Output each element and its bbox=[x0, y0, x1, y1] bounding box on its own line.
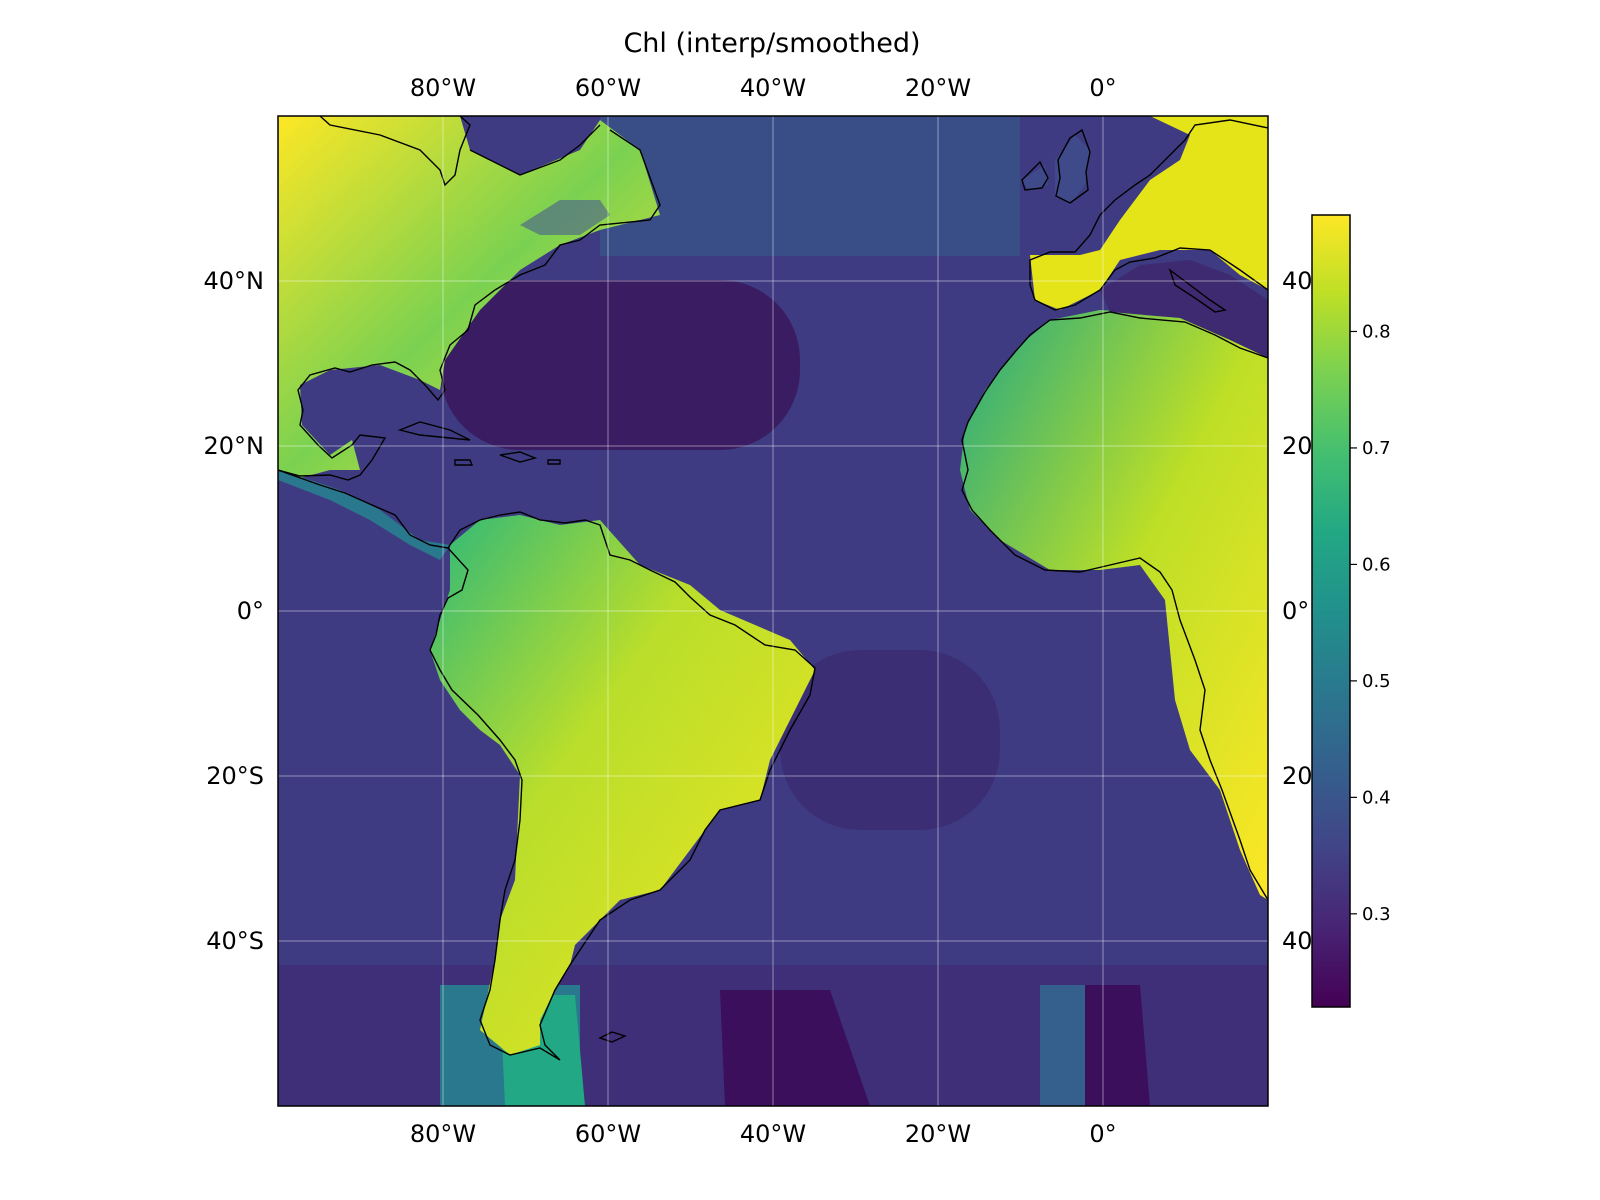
colorbar-tick-label: 0.4 bbox=[1362, 787, 1391, 808]
mediterranean-sea bbox=[1100, 260, 1268, 358]
coastline-caribbean bbox=[397, 421, 561, 466]
colorbar-tick-label: 0.3 bbox=[1362, 904, 1391, 925]
south-america-land bbox=[430, 515, 815, 1055]
right-lat-label: 40 bbox=[1282, 927, 1313, 955]
bottom-lon-label: 80°W bbox=[410, 1120, 476, 1148]
right-lat-label: 20 bbox=[1282, 432, 1313, 460]
colorbar-tick-label: 0.5 bbox=[1362, 671, 1391, 692]
right-lat-label: 40 bbox=[1282, 267, 1313, 295]
colorbar-tick-label: 0.7 bbox=[1362, 438, 1391, 459]
coastline-south-america bbox=[429, 511, 816, 1061]
southern-ocean-dark-1 bbox=[720, 990, 870, 1106]
central-america-land bbox=[278, 470, 450, 560]
left-lat-label: 0° bbox=[237, 597, 264, 625]
top-lon-label: 40°W bbox=[740, 74, 806, 102]
map-axes bbox=[278, 116, 1268, 1106]
bottom-lon-label: 60°W bbox=[575, 1120, 641, 1148]
europe-land bbox=[1030, 116, 1268, 310]
bottom-lon-label: 0° bbox=[1089, 1120, 1116, 1148]
british-isles bbox=[1022, 135, 1090, 205]
top-lon-label: 0° bbox=[1089, 74, 1116, 102]
southern-ocean-dark-2 bbox=[1085, 985, 1150, 1106]
right-latitude-labels: 40 20 0° 20 40 bbox=[1282, 267, 1313, 955]
north-atlantic-gyre bbox=[440, 280, 800, 450]
bottom-lon-label: 40°W bbox=[740, 1120, 806, 1148]
coastline-italy bbox=[1168, 268, 1227, 313]
bottom-longitude-labels: 80°W 60°W 40°W 20°W 0° bbox=[410, 1120, 1117, 1148]
coastline-europe bbox=[1029, 119, 1268, 311]
coastline-british-isles bbox=[1021, 128, 1091, 204]
bottom-lon-label: 20°W bbox=[905, 1120, 971, 1148]
map-title: Chl (interp/smoothed) bbox=[623, 28, 920, 59]
left-lat-label: 20°N bbox=[204, 432, 265, 460]
colorbar-tick-label: 0.8 bbox=[1362, 321, 1391, 342]
coastline-north-america bbox=[278, 116, 661, 481]
left-lat-label: 40°N bbox=[204, 267, 265, 295]
right-lat-label: 20 bbox=[1282, 762, 1313, 790]
colorbar-ticks: 0.3 0.4 0.5 0.6 0.7 0.8 bbox=[1350, 321, 1391, 925]
left-latitude-labels: 40°N 20°N 0° 20°S 40°S bbox=[204, 267, 265, 955]
coastline-africa bbox=[961, 311, 1268, 901]
right-lat-label: 0° bbox=[1282, 597, 1309, 625]
top-lon-label: 20°W bbox=[905, 74, 971, 102]
left-lat-label: 40°S bbox=[206, 927, 264, 955]
africa-land bbox=[960, 310, 1268, 900]
top-longitude-labels: 80°W 60°W 40°W 20°W 0° bbox=[410, 74, 1117, 102]
left-lat-label: 20°S bbox=[206, 762, 264, 790]
coastlines bbox=[278, 116, 1268, 1061]
gridlines bbox=[278, 116, 1268, 1106]
southern-ocean-blue bbox=[1040, 985, 1085, 1106]
coastline-falklands bbox=[598, 1031, 627, 1043]
top-lon-label: 60°W bbox=[575, 74, 641, 102]
colorbar-gradient bbox=[1311, 214, 1351, 1008]
colorbar: 0.3 0.4 0.5 0.6 0.7 0.8 bbox=[1311, 214, 1391, 1008]
north-atlantic-subpolar bbox=[600, 116, 1020, 256]
colorbar-tick-label: 0.6 bbox=[1362, 554, 1391, 575]
top-lon-label: 80°W bbox=[410, 74, 476, 102]
south-atlantic-gyre bbox=[780, 650, 1000, 830]
map-frame bbox=[277, 115, 1269, 1107]
greenland-sea-coast bbox=[520, 200, 610, 235]
coastline-central-america bbox=[278, 469, 449, 549]
